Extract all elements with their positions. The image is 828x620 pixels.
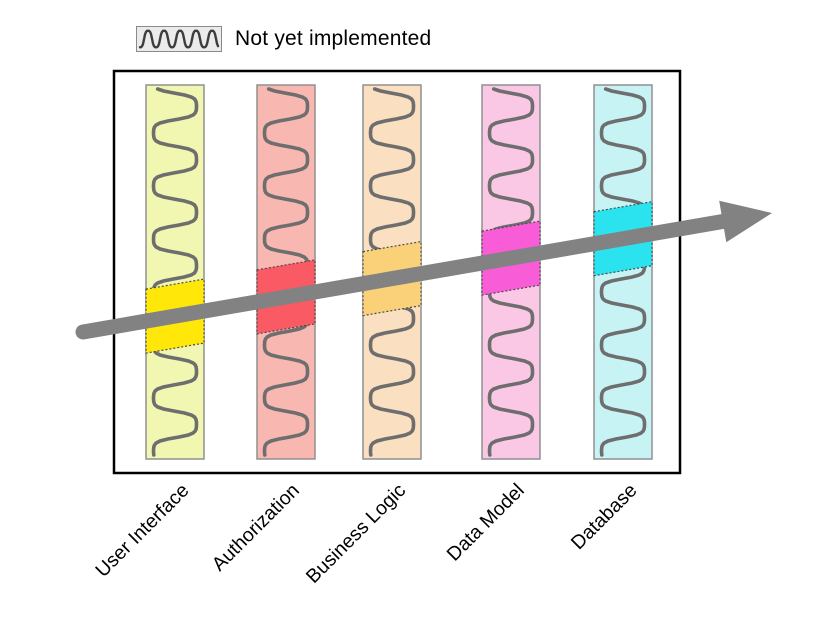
not-implemented-wave-user-interface (151, 87, 199, 457)
progress-arrow-head (719, 200, 772, 243)
progress-arrow-shaft (75, 214, 731, 340)
legend: Not yet implemented (136, 26, 431, 52)
legend-label: Not yet implemented (235, 27, 432, 50)
legend-wave (138, 29, 220, 49)
not-implemented-wave-database (599, 87, 647, 457)
not-implemented-pattern-swatch (136, 26, 222, 52)
